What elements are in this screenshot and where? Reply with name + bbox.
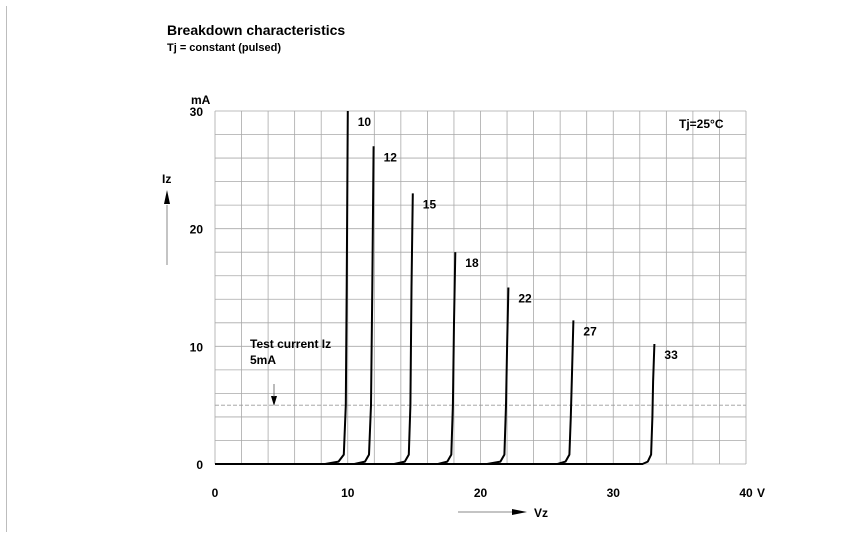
annotations: mA Iz Tj=25°C Test current Iz 5mA Vz V [162, 93, 765, 520]
temperature-annotation: Tj=25°C [679, 117, 724, 131]
test-current-value-label: 5mA [250, 353, 276, 367]
series-label-15: 15 [423, 197, 437, 211]
x-axis-arrow-head [512, 509, 527, 515]
x-tick-label: 30 [607, 486, 621, 500]
y-tick-label: 30 [190, 105, 204, 119]
series-line-33 [215, 343, 656, 465]
test-current-label: Test current Iz [250, 337, 331, 351]
y-tick-label: 0 [196, 458, 203, 472]
tick-labels: 0 10 20 30 40 0 10 20 30 [190, 105, 753, 500]
series-line-22 [215, 287, 510, 465]
x-tick-label: 20 [474, 486, 488, 500]
x-unit-label: V [757, 486, 765, 500]
series-label-33: 33 [664, 348, 678, 362]
series-group: 10 12 15 18 22 27 33 [215, 110, 678, 465]
x-tick-label: 0 [212, 486, 219, 500]
series-label-10: 10 [358, 115, 372, 129]
x-tick-label: 40 [739, 486, 753, 500]
y-axis-label: Iz [162, 172, 171, 186]
grid [214, 110, 747, 465]
y-axis-arrow-head [164, 190, 170, 204]
series-label-18: 18 [465, 256, 479, 270]
figure-frame [6, 6, 853, 532]
y-tick-label: 10 [190, 340, 204, 354]
x-axis-label: Vz [534, 506, 548, 520]
series-line-15 [215, 193, 414, 465]
chart-subtitle: Tj = constant (pulsed) [167, 42, 281, 54]
test-current-arrow [271, 396, 277, 406]
series-label-22: 22 [518, 292, 532, 306]
series-label-12: 12 [384, 150, 398, 164]
series-line-10 [215, 110, 349, 465]
y-tick-label: 20 [190, 223, 204, 237]
y-unit-label: mA [191, 93, 211, 107]
chart-title: Breakdown characteristics [167, 22, 346, 38]
series-label-27: 27 [583, 324, 597, 338]
x-tick-label: 10 [341, 486, 355, 500]
